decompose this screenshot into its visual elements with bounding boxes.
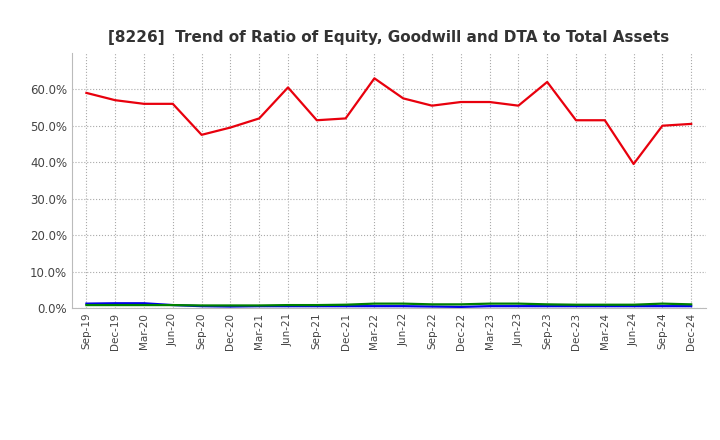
Goodwill bbox=[514, 304, 523, 309]
Deferred Tax Assets bbox=[456, 302, 465, 307]
Deferred Tax Assets bbox=[658, 301, 667, 306]
Equity bbox=[312, 117, 321, 123]
Goodwill bbox=[572, 304, 580, 309]
Deferred Tax Assets bbox=[312, 302, 321, 308]
Deferred Tax Assets bbox=[572, 302, 580, 308]
Title: [8226]  Trend of Ratio of Equity, Goodwill and DTA to Total Assets: [8226] Trend of Ratio of Equity, Goodwil… bbox=[108, 29, 670, 45]
Deferred Tax Assets bbox=[168, 302, 177, 308]
Goodwill bbox=[399, 304, 408, 309]
Deferred Tax Assets bbox=[629, 302, 638, 308]
Goodwill bbox=[456, 304, 465, 310]
Goodwill bbox=[485, 304, 494, 309]
Goodwill bbox=[428, 304, 436, 309]
Goodwill bbox=[111, 301, 120, 306]
Goodwill bbox=[600, 304, 609, 309]
Deferred Tax Assets bbox=[514, 301, 523, 306]
Deferred Tax Assets bbox=[140, 302, 148, 308]
Goodwill bbox=[226, 304, 235, 309]
Goodwill bbox=[658, 304, 667, 309]
Goodwill bbox=[629, 304, 638, 309]
Equity bbox=[399, 96, 408, 101]
Equity bbox=[140, 101, 148, 106]
Equity bbox=[168, 101, 177, 106]
Equity bbox=[341, 116, 350, 121]
Deferred Tax Assets bbox=[197, 303, 206, 308]
Deferred Tax Assets bbox=[485, 301, 494, 306]
Deferred Tax Assets bbox=[543, 302, 552, 307]
Equity bbox=[111, 98, 120, 103]
Deferred Tax Assets bbox=[82, 302, 91, 308]
Deferred Tax Assets bbox=[111, 302, 120, 308]
Equity bbox=[456, 99, 465, 105]
Goodwill bbox=[543, 304, 552, 309]
Equity bbox=[687, 121, 696, 127]
Goodwill bbox=[370, 304, 379, 309]
Deferred Tax Assets bbox=[284, 302, 292, 308]
Equity bbox=[543, 79, 552, 84]
Deferred Tax Assets bbox=[687, 302, 696, 307]
Equity bbox=[600, 117, 609, 123]
Equity bbox=[370, 76, 379, 81]
Goodwill bbox=[140, 301, 148, 306]
Goodwill bbox=[82, 301, 91, 306]
Equity bbox=[226, 125, 235, 130]
Deferred Tax Assets bbox=[428, 302, 436, 307]
Goodwill bbox=[255, 304, 264, 309]
Deferred Tax Assets bbox=[399, 301, 408, 306]
Equity bbox=[82, 90, 91, 95]
Deferred Tax Assets bbox=[226, 303, 235, 308]
Equity bbox=[197, 132, 206, 137]
Goodwill bbox=[284, 304, 292, 309]
Line: Equity: Equity bbox=[86, 78, 691, 164]
Equity bbox=[284, 85, 292, 90]
Deferred Tax Assets bbox=[255, 303, 264, 308]
Line: Goodwill: Goodwill bbox=[86, 303, 691, 307]
Goodwill bbox=[168, 302, 177, 308]
Goodwill bbox=[687, 304, 696, 309]
Goodwill bbox=[341, 304, 350, 309]
Equity bbox=[629, 161, 638, 167]
Equity bbox=[255, 116, 264, 121]
Equity bbox=[572, 117, 580, 123]
Equity bbox=[658, 123, 667, 128]
Goodwill bbox=[312, 304, 321, 309]
Deferred Tax Assets bbox=[370, 301, 379, 306]
Goodwill bbox=[197, 304, 206, 309]
Line: Deferred Tax Assets: Deferred Tax Assets bbox=[86, 304, 691, 305]
Equity bbox=[428, 103, 436, 108]
Deferred Tax Assets bbox=[341, 302, 350, 308]
Equity bbox=[514, 103, 523, 108]
Deferred Tax Assets bbox=[600, 302, 609, 308]
Equity bbox=[485, 99, 494, 105]
